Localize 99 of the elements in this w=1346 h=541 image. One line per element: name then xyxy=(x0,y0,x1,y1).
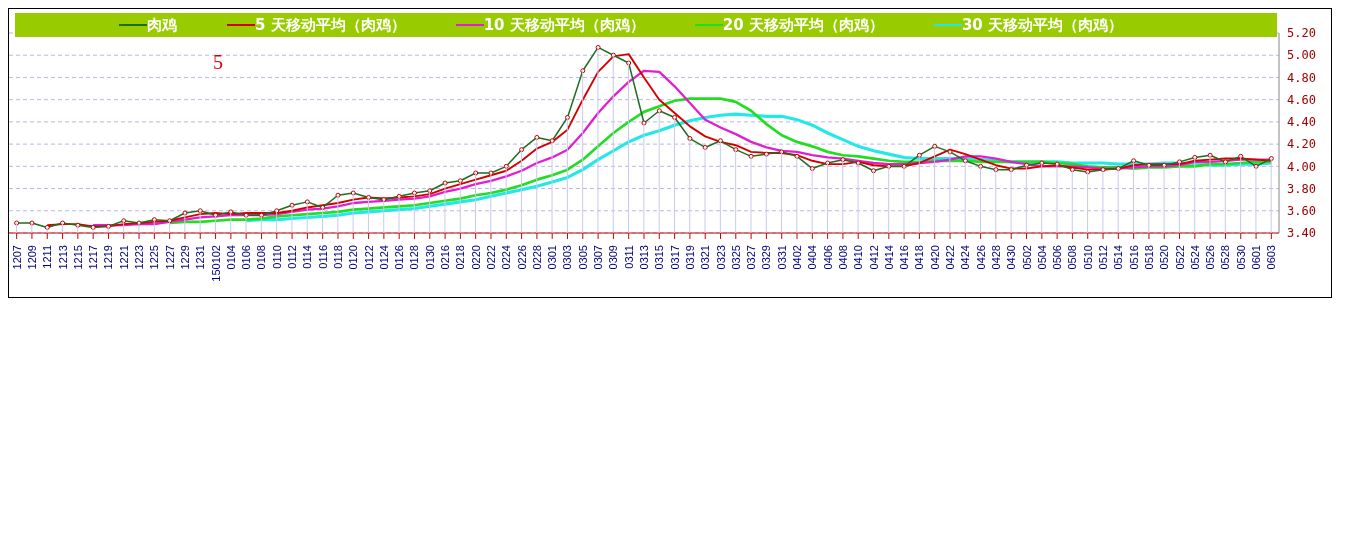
x-tick-label: 150102 xyxy=(209,245,222,282)
x-tick-label: 0122 xyxy=(362,245,375,270)
x-tick-label: 0526 xyxy=(1204,245,1217,270)
x-tick-label: 0325 xyxy=(729,245,742,270)
x-tick-label: 0323 xyxy=(714,245,727,270)
x-tick-label: 0514 xyxy=(1112,245,1125,270)
x-tick-label: 0428 xyxy=(989,245,1002,270)
x-tick-label: 0520 xyxy=(1158,245,1171,270)
x-tick-label: 0130 xyxy=(423,245,436,270)
x-tick-label: 0319 xyxy=(683,245,696,270)
x-tick-label: 0228 xyxy=(530,245,543,270)
x-tick-label: 0303 xyxy=(561,245,574,270)
x-tick-label: 0216 xyxy=(439,245,452,270)
x-tick-label: 0120 xyxy=(347,245,360,270)
x-tick-label: 0220 xyxy=(469,245,482,270)
x-tick-label: 0530 xyxy=(1234,245,1247,270)
x-tick-label: 0416 xyxy=(898,245,911,270)
x-tick-label: 0112 xyxy=(286,245,299,269)
x-tick-label: 0518 xyxy=(1142,245,1155,270)
x-tick-label: 1213 xyxy=(56,245,69,270)
x-tick-label: 0422 xyxy=(944,245,957,270)
x-tick-label: 0426 xyxy=(974,245,987,270)
legend-label: 20 天移动平均（肉鸡） xyxy=(722,15,884,35)
x-tick-label: 0224 xyxy=(500,245,513,270)
x-tick-label: 0110 xyxy=(270,245,283,269)
legend-label: 10 天移动平均（肉鸡） xyxy=(483,15,645,35)
x-tick-label: 0118 xyxy=(331,245,344,269)
x-tick-label: 0301 xyxy=(546,245,559,270)
x-tick-label: 0315 xyxy=(653,245,666,270)
x-tick-label: 0404 xyxy=(806,245,819,270)
x-tick-label: 0126 xyxy=(393,245,406,270)
x-tick-label: 0601 xyxy=(1250,245,1263,270)
x-tick-label: 0331 xyxy=(775,245,788,270)
x-tick-label: 0408 xyxy=(836,245,849,270)
x-tick-label: 1217 xyxy=(87,245,100,270)
x-tick-label: 1219 xyxy=(102,245,115,270)
x-tick-label: 0329 xyxy=(760,245,773,270)
x-tick-label: 0106 xyxy=(240,245,253,270)
x-tick-label: 0309 xyxy=(607,245,620,270)
x-tick-label: 0420 xyxy=(928,245,941,270)
y-tick-label: 5.20 xyxy=(1287,26,1316,41)
x-tick-label: 0128 xyxy=(408,245,421,270)
x-tick-label: 0516 xyxy=(1127,245,1140,270)
y-tick-label: 4.80 xyxy=(1287,70,1316,85)
x-tick-label: 0418 xyxy=(913,245,926,270)
y-tick-label: 4.20 xyxy=(1287,137,1316,152)
y-tick-label: 3.40 xyxy=(1287,226,1316,241)
y-tick-label: 3.80 xyxy=(1287,181,1316,196)
x-tick-label: 0108 xyxy=(255,245,268,270)
y-tick-label: 3.60 xyxy=(1287,204,1316,219)
y-tick-label: 4.40 xyxy=(1287,115,1316,130)
x-tick-label: 0524 xyxy=(1188,245,1201,270)
y-tick-label: 4.60 xyxy=(1287,92,1316,107)
x-tick-label: 1215 xyxy=(71,245,84,270)
x-tick-label: 1229 xyxy=(178,245,191,270)
legend-label: 肉鸡 xyxy=(147,15,177,35)
x-tick-label: 0522 xyxy=(1173,245,1186,270)
x-tick-label: 0104 xyxy=(224,245,237,270)
legend-label: 5 天移动平均（肉鸡） xyxy=(255,15,406,35)
x-tick-label: 0512 xyxy=(1097,245,1110,270)
x-tick-label: 1225 xyxy=(148,245,161,270)
x-tick-label: 1211 xyxy=(41,245,54,269)
x-tick-label: 0317 xyxy=(668,245,681,270)
x-tick-label: 0124 xyxy=(377,245,390,270)
x-tick-label: 0506 xyxy=(1051,245,1064,270)
x-tick-label: 0406 xyxy=(821,245,834,270)
x-tick-label: 0313 xyxy=(638,245,650,270)
x-tick-label: 0116 xyxy=(316,245,329,269)
x-tick-label: 0226 xyxy=(515,245,528,270)
x-tick-label: 0414 xyxy=(882,245,895,270)
x-tick-label: 0311 xyxy=(622,245,635,269)
x-tick-label: 0402 xyxy=(791,245,804,270)
x-tick-label: 0410 xyxy=(852,245,865,270)
x-tick-label: 0424 xyxy=(959,245,972,270)
x-tick-label: 0114 xyxy=(301,245,314,269)
x-tick-label: 1231 xyxy=(194,245,207,270)
x-tick-label: 0603 xyxy=(1265,245,1278,270)
x-tick-label: 1207 xyxy=(10,245,23,270)
y-tick-label: 4.00 xyxy=(1287,159,1316,174)
x-tick-label: 1223 xyxy=(133,245,146,270)
x-tick-label: 0430 xyxy=(1005,245,1018,270)
x-tick-label: 0218 xyxy=(454,245,467,270)
x-tick-label: 0321 xyxy=(699,245,712,270)
x-tick-label: 0508 xyxy=(1066,245,1079,270)
x-tick-label: 0327 xyxy=(745,245,758,270)
x-tick-label: 0504 xyxy=(1035,245,1048,270)
legend-label: 30 天移动平均（肉鸡） xyxy=(961,15,1123,35)
x-tick-label: 1209 xyxy=(25,245,38,270)
y-tick-label: 5.00 xyxy=(1287,48,1316,63)
x-tick-label: 0307 xyxy=(592,245,605,270)
x-tick-label: 0222 xyxy=(484,245,497,270)
x-tick-label: 0305 xyxy=(576,245,589,270)
x-tick-label: 1227 xyxy=(163,245,176,270)
annotation: 5 xyxy=(213,51,223,74)
x-tick-label: 0412 xyxy=(867,245,880,270)
x-tick-label: 1221 xyxy=(117,245,130,270)
x-tick-label: 0528 xyxy=(1219,245,1232,270)
x-tick-label: 0502 xyxy=(1020,245,1033,270)
x-tick-label: 0510 xyxy=(1081,245,1094,270)
